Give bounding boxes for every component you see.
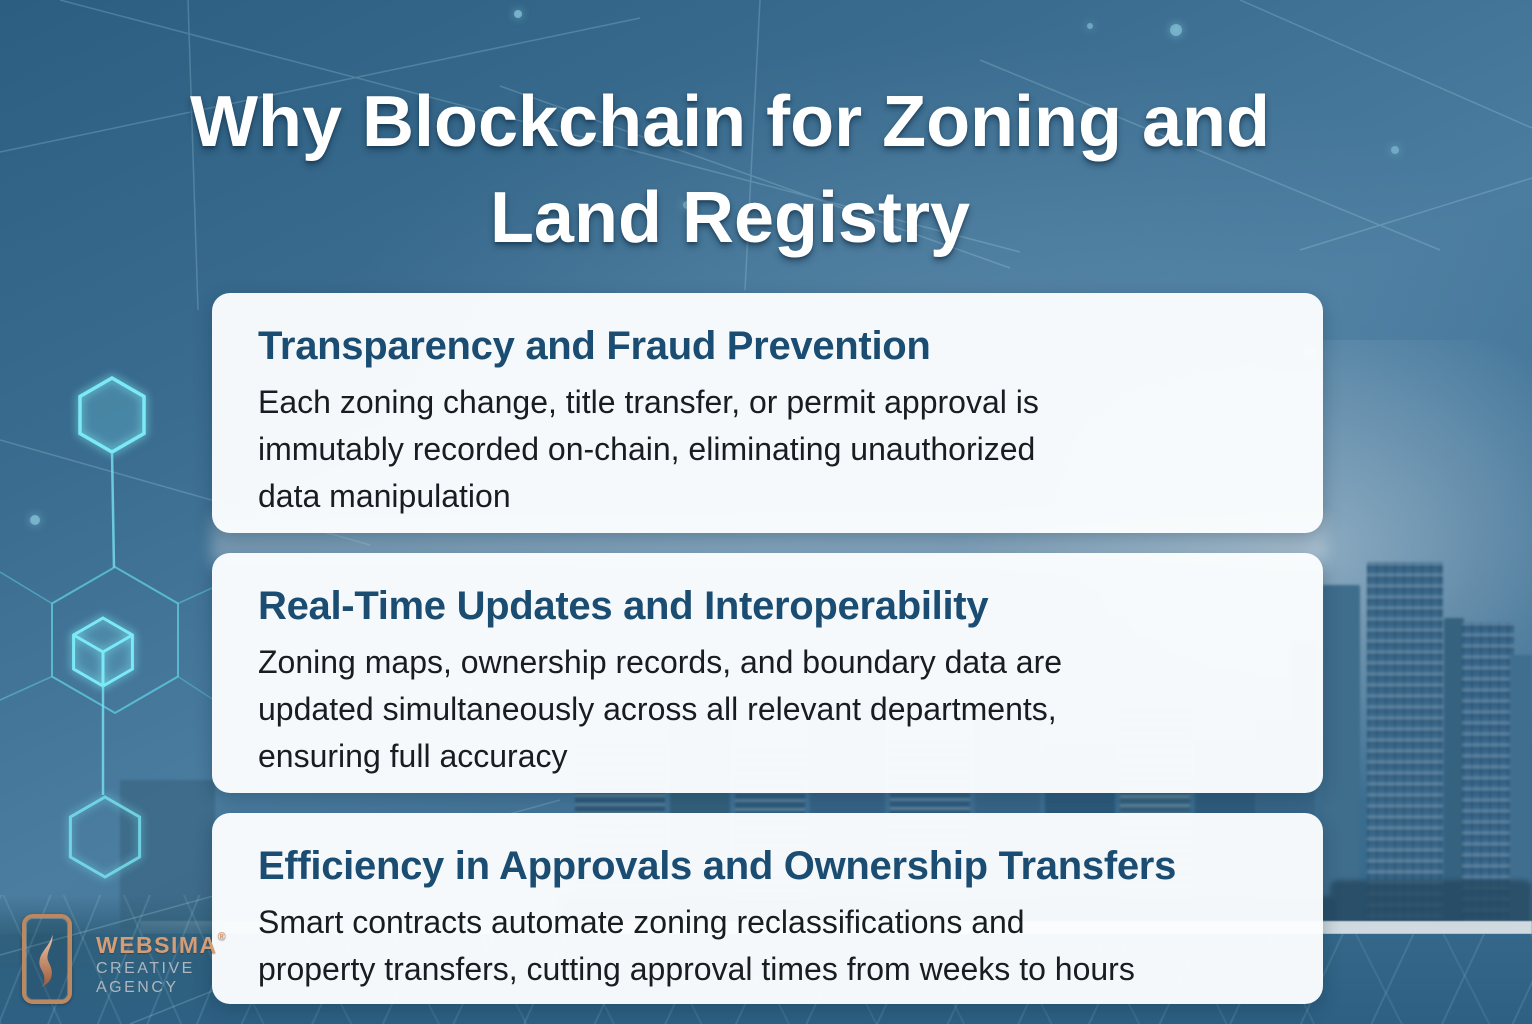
card-body-line: ensuring full accuracy	[258, 738, 568, 774]
hexagon-cube-icon	[72, 616, 134, 688]
card-body-line: data manipulation	[258, 478, 511, 514]
card-body-line: Zoning maps, ownership records, and boun…	[258, 644, 1063, 680]
city-building	[1444, 618, 1464, 930]
city-building	[1510, 655, 1532, 930]
city-building	[1462, 622, 1514, 930]
card-body-line: Each zoning change, title transfer, or p…	[258, 384, 1039, 420]
brand-name: WEBSIMA®	[96, 932, 227, 959]
city-building	[1367, 562, 1443, 932]
logo-mark-icon	[22, 914, 72, 1004]
card-realtime-updates: Real-Time Updates and Interoperability Z…	[212, 553, 1323, 793]
card-heading: Efficiency in Approvals and Ownership Tr…	[258, 844, 1177, 888]
hexagon-chain	[0, 375, 233, 879]
page-title: Why Blockchain for Zoning and Land Regis…	[0, 74, 1460, 266]
city-building	[1322, 585, 1360, 930]
network-nodes	[30, 10, 1399, 694]
logo-text: WEBSIMA® CREATIVE AGENCY	[96, 914, 227, 997]
hexagon-bottom-icon	[68, 795, 142, 879]
title-line-2: Land Registry	[489, 178, 971, 258]
tagline-line-1: CREATIVE	[96, 960, 195, 977]
shore-treeline	[1330, 880, 1532, 928]
card-body-line: updated simultaneously across all releva…	[258, 691, 1057, 727]
benefit-cards: Transparency and Fraud Prevention Each z…	[212, 293, 1323, 1004]
tagline-line-2: AGENCY	[96, 979, 179, 996]
card-body-line: Smart contracts automate zoning reclassi…	[258, 904, 1025, 940]
card-heading: Real-Time Updates and Interoperability	[258, 584, 989, 628]
card-efficiency: Efficiency in Approvals and Ownership Tr…	[212, 813, 1323, 1004]
card-body-line: property transfers, cutting approval tim…	[258, 951, 1135, 987]
title-line-1: Why Blockchain for Zoning and	[190, 82, 1270, 162]
brand-word: WEBSIMA	[96, 932, 218, 958]
websima-logo: WEBSIMA® CREATIVE AGENCY	[22, 914, 227, 1004]
registered-mark: ®	[217, 931, 228, 943]
hexagon-small-icon	[78, 375, 146, 455]
logo-swoosh-icon	[39, 934, 53, 987]
card-heading: Transparency and Fraud Prevention	[258, 324, 931, 368]
card-transparency: Transparency and Fraud Prevention Each z…	[212, 293, 1323, 533]
card-body-line: immutably recorded on-chain, eliminating…	[258, 431, 1036, 467]
